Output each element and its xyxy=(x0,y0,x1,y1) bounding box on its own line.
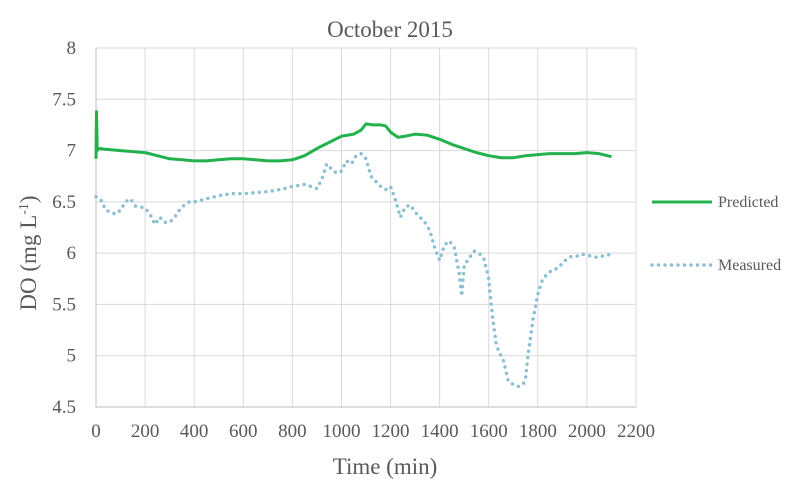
legend-item-predicted: Predicted xyxy=(652,194,778,211)
x-tick-label: 1000 xyxy=(322,421,360,442)
series-line-predicted xyxy=(94,110,612,163)
y-tick-label: 4.5 xyxy=(52,397,76,418)
x-tick-label: 1600 xyxy=(470,421,508,442)
y-tick-label: 7 xyxy=(67,141,77,162)
chart-title: October 2015 xyxy=(327,17,453,42)
legend-label-measured: Measured xyxy=(718,257,781,274)
tick-labels: 0 200 400 600 800 1000 1200 1400 1600 1800 2000 220… xyxy=(52,38,655,442)
x-tick-label: 2000 xyxy=(568,421,606,442)
y-tick-label: 6.5 xyxy=(52,192,76,213)
x-tick-label: 800 xyxy=(278,421,307,442)
y-tick-label: 6 xyxy=(67,243,77,264)
plot-area xyxy=(94,110,614,389)
x-axis-title: Time (min) xyxy=(333,454,438,479)
axes xyxy=(95,48,636,408)
x-tick-label: 600 xyxy=(229,421,258,442)
legend-label-predicted: Predicted xyxy=(718,194,778,211)
x-tick-label: 0 xyxy=(91,421,101,442)
y-axis-title-exponent: -1 xyxy=(17,203,32,215)
x-tick-label: 1800 xyxy=(519,421,557,442)
y-tick-label: 5 xyxy=(67,346,77,367)
x-tick-label: 400 xyxy=(180,421,209,442)
x-tick-label: 1400 xyxy=(421,421,459,442)
gridlines xyxy=(96,47,637,407)
y-tick-label: 7.5 xyxy=(52,89,76,110)
x-tick-label: 2200 xyxy=(617,421,655,442)
y-tick-label: 8 xyxy=(67,38,77,59)
legend: Predicted Measured xyxy=(650,194,781,274)
x-tick-label: 200 xyxy=(131,421,160,442)
y-axis-title-main: DO (mg L xyxy=(16,215,41,311)
x-tick-label: 1200 xyxy=(372,421,410,442)
y-tick-label: 5.5 xyxy=(52,294,76,315)
series-line-measured xyxy=(94,151,614,389)
legend-item-measured: Measured xyxy=(650,257,781,274)
y-axis-title-close: ) xyxy=(16,195,41,203)
y-axis-title: DO (mg L-1) xyxy=(16,195,41,310)
